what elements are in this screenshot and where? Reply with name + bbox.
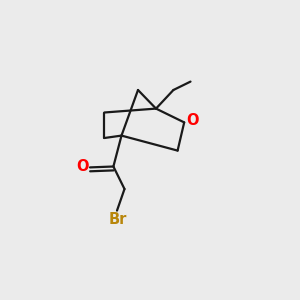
Text: O: O bbox=[76, 159, 88, 174]
Text: O: O bbox=[186, 113, 199, 128]
Text: Br: Br bbox=[108, 212, 127, 227]
